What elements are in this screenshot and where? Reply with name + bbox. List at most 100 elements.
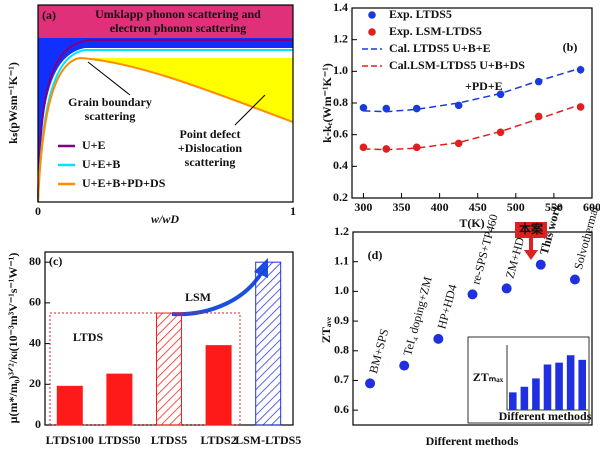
- y-tick-label: 1.0: [334, 283, 349, 297]
- y-tick-label: 0.2: [333, 190, 348, 204]
- bar: [255, 261, 282, 426]
- inset-bar: [543, 364, 552, 410]
- y-tick-label: 20: [29, 376, 41, 390]
- inset-bar: [578, 359, 586, 410]
- bar: [156, 312, 182, 426]
- panel-label: (b): [563, 40, 578, 54]
- y-tick-label: 0.7: [334, 372, 349, 386]
- y-tick-label: 60: [29, 295, 41, 309]
- x-tick-label: LTDS50: [98, 433, 140, 447]
- x-tick-label: LTDS2: [200, 433, 236, 447]
- x-axis-label: Different methods: [426, 434, 519, 448]
- panel-label: (a): [42, 8, 56, 22]
- annotation: LTDS: [73, 330, 104, 344]
- legend-label: U+E: [82, 138, 106, 152]
- inset-x-label: Different methods: [499, 409, 592, 423]
- legend-swatch: [368, 11, 376, 19]
- annotation: scattering: [185, 155, 236, 169]
- point-label: BM+SPS: [366, 327, 391, 375]
- y-tick-label: 40: [29, 335, 41, 349]
- fit-line: [363, 103, 581, 151]
- plot-frame: [352, 231, 593, 426]
- schematic-regions: [37, 5, 294, 203]
- inset-bar: [532, 378, 540, 410]
- bar: [205, 345, 232, 426]
- legend-label: Cal. LTDS5 U+B+E: [389, 41, 491, 55]
- data-point: [569, 274, 580, 285]
- data-point: [501, 283, 512, 294]
- annotation: LSM: [185, 290, 211, 304]
- y-tick-label: 0.6: [334, 402, 349, 416]
- x-tick-label: LTDS100: [46, 433, 94, 447]
- inset-y-label: ZTₘₐₓ: [473, 370, 504, 384]
- reference-box: [49, 312, 241, 426]
- y-tick-label: 0.6: [333, 126, 348, 140]
- x-tick-label: 400: [431, 200, 449, 214]
- point-label: Solvothermal: [571, 204, 600, 271]
- y-tick-label: 1.4: [333, 0, 348, 14]
- y-axis-label: kₛ(pWsm⁻¹K⁻¹): [6, 62, 20, 144]
- point-label: HP+HD4: [434, 283, 459, 331]
- annotation: Grain boundary: [68, 95, 152, 109]
- x-tick-label: 600: [583, 200, 600, 214]
- y-tick-label: 1.1: [334, 253, 349, 267]
- data-point: [412, 143, 421, 152]
- y-axis-label: μ(m*/m₀)³ᐟ²/κₗ(10⁻³m³V⁻¹s⁻¹W⁻¹): [6, 253, 20, 424]
- data-point: [382, 104, 391, 113]
- legend-label: Cal.LSM-LTDS5 U+B+DS: [389, 58, 525, 72]
- data-point: [359, 103, 368, 112]
- region-label: electron phonon scattering: [110, 21, 246, 35]
- panel-label: (d): [368, 248, 383, 262]
- data-point: [576, 103, 585, 111]
- y-tick-label: 0.4: [333, 158, 348, 172]
- y-axis-label: k-kₑ(Wm⁻¹K⁻¹): [320, 63, 334, 143]
- y-tick-label: 80: [29, 254, 41, 268]
- y-tick-label: 1.2: [334, 224, 349, 238]
- data-point: [433, 333, 444, 344]
- x-tick-label: 550: [545, 200, 563, 214]
- data-point: [382, 145, 391, 153]
- region-label: Umklapp phonon scattering and: [95, 7, 261, 21]
- plot-frame: [37, 4, 294, 203]
- data-point: [412, 104, 421, 113]
- x-tick-label: 300: [354, 200, 372, 214]
- x-tick-label: LTDS5: [151, 433, 187, 447]
- data-point: [359, 143, 368, 152]
- y-tick-label: 0.8: [334, 343, 349, 357]
- x-tick-label: 0: [35, 204, 41, 218]
- x-axis-label: w/wD: [151, 212, 179, 226]
- legend-label: U+E+B: [82, 157, 120, 171]
- inset-bar: [566, 355, 575, 410]
- legend-label: Exp. LTDS5: [389, 7, 452, 21]
- data-point: [576, 65, 585, 74]
- legend-label: U+E+B+PD+DS: [82, 176, 166, 190]
- x-tick-label: 1: [290, 204, 296, 218]
- x-tick-label: 500: [507, 200, 525, 214]
- bar: [56, 385, 83, 426]
- bar: [106, 373, 133, 426]
- annotation: 本案: [519, 221, 544, 236]
- y-tick-label: 0.8: [333, 95, 348, 109]
- inset-bar: [509, 392, 517, 410]
- y-tick-label: 0.9: [334, 313, 349, 327]
- inset-bar: [555, 362, 563, 410]
- data-point: [535, 259, 546, 270]
- annotation: Point defect: [180, 127, 241, 141]
- y-axis-label: ZTₐᵥₑ: [319, 317, 333, 343]
- data-point: [467, 289, 478, 300]
- x-tick-label: 350: [393, 200, 411, 214]
- x-tick-label: LSM-LTDS5: [235, 433, 301, 447]
- y-tick-label: 1.0: [333, 63, 348, 77]
- y-tick-label: 1.2: [333, 31, 348, 45]
- y-tick-label: 0: [35, 417, 41, 431]
- data-point: [365, 378, 376, 389]
- annotation: +PD+E: [465, 79, 503, 93]
- annotation-box: [515, 222, 547, 238]
- data-point: [454, 139, 463, 148]
- x-axis-label: T(K): [459, 216, 484, 230]
- inset-bar: [520, 386, 529, 410]
- point-label: TeI₄ doping+ZM: [400, 275, 435, 357]
- data-point: [399, 360, 410, 371]
- panel-label: (c): [49, 254, 62, 268]
